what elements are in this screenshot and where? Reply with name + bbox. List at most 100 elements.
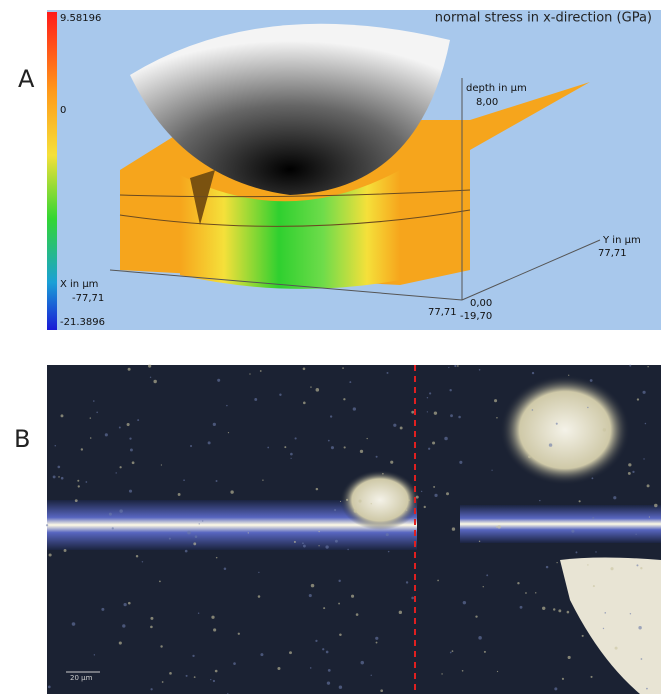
speckle <box>382 473 384 475</box>
speckle <box>137 419 139 421</box>
speckle <box>186 675 188 677</box>
speckle <box>311 584 315 588</box>
speckle <box>421 491 422 492</box>
page: A 9.58196 0 -21.3896 normal stress in x-… <box>0 0 661 694</box>
speckle <box>638 626 641 629</box>
speckle <box>432 441 435 444</box>
speckle <box>643 391 646 394</box>
speckle <box>452 650 454 652</box>
speckle <box>562 678 564 680</box>
speckle <box>411 411 414 414</box>
speckle <box>238 633 240 635</box>
depth-min: -19,70 <box>460 311 492 322</box>
speckle <box>356 613 359 616</box>
speckle <box>478 636 482 640</box>
speckle <box>169 672 172 675</box>
speckle <box>129 490 132 493</box>
speckle <box>491 470 492 471</box>
speckle <box>411 597 414 600</box>
speckle <box>532 409 534 411</box>
speckle <box>162 681 164 683</box>
speckle <box>376 456 378 458</box>
speckle <box>230 490 233 493</box>
speckle <box>542 607 545 610</box>
speckle <box>380 689 383 692</box>
speckle <box>294 541 296 543</box>
speckle <box>142 561 143 562</box>
speckle <box>169 538 171 540</box>
speckle <box>267 447 269 449</box>
speckle <box>224 568 227 571</box>
speckle <box>198 613 199 614</box>
speckle <box>258 572 259 573</box>
speckle <box>629 365 631 367</box>
speckle <box>318 545 319 546</box>
speckle <box>571 530 574 533</box>
speckle <box>386 533 389 536</box>
speckle <box>119 641 122 644</box>
speckle <box>406 581 408 583</box>
colorbar-min: -21.3896 <box>60 317 105 328</box>
speckle <box>331 446 334 449</box>
speckle <box>211 616 214 619</box>
speckle <box>496 526 498 528</box>
speckle <box>338 603 340 605</box>
speckle <box>592 477 594 479</box>
speckle <box>75 499 78 502</box>
speckle <box>535 592 536 593</box>
speckle <box>183 479 185 481</box>
speckle <box>303 402 306 405</box>
speckle <box>457 365 459 367</box>
delamination <box>500 375 630 485</box>
speckle <box>194 676 196 678</box>
speckle <box>93 400 95 402</box>
speckle <box>349 381 351 383</box>
speckle <box>150 617 153 620</box>
speckle <box>85 481 87 483</box>
speckle <box>546 566 548 568</box>
speckle <box>90 417 91 418</box>
speckle <box>483 586 484 587</box>
speckle <box>254 398 257 401</box>
speckle <box>322 648 324 650</box>
speckle <box>449 389 451 391</box>
speckle <box>416 496 419 499</box>
speckle <box>72 622 76 626</box>
speckle <box>160 645 162 647</box>
speckle <box>61 477 64 480</box>
speckle <box>388 551 389 552</box>
speckle <box>90 437 92 439</box>
speckle <box>316 488 318 490</box>
speckle <box>434 494 437 497</box>
speckle <box>353 407 356 410</box>
speckle <box>284 446 286 448</box>
speckle <box>258 595 261 598</box>
speckle <box>190 445 192 447</box>
speckle <box>390 461 393 464</box>
speckle <box>539 500 540 501</box>
speckle <box>260 370 262 372</box>
speckle <box>347 549 348 550</box>
speckle <box>249 373 250 374</box>
speckle <box>53 476 56 479</box>
speckle <box>339 633 342 636</box>
speckle <box>393 424 396 427</box>
speckle <box>613 496 616 499</box>
speckle <box>452 527 455 530</box>
speckle <box>429 392 431 394</box>
speckle <box>193 542 196 545</box>
speckle <box>226 405 227 406</box>
speckle <box>161 464 162 465</box>
speckle <box>119 427 121 429</box>
speckle <box>159 580 161 582</box>
speckle <box>208 441 211 444</box>
panel-label: A <box>18 65 35 93</box>
speckle <box>358 500 361 503</box>
speckle <box>441 673 442 674</box>
speckle <box>303 367 306 370</box>
speckle <box>448 367 449 368</box>
speckle <box>46 524 48 526</box>
speckle <box>210 679 211 680</box>
speckle <box>187 531 191 535</box>
y-label: Y in µm <box>602 235 641 246</box>
